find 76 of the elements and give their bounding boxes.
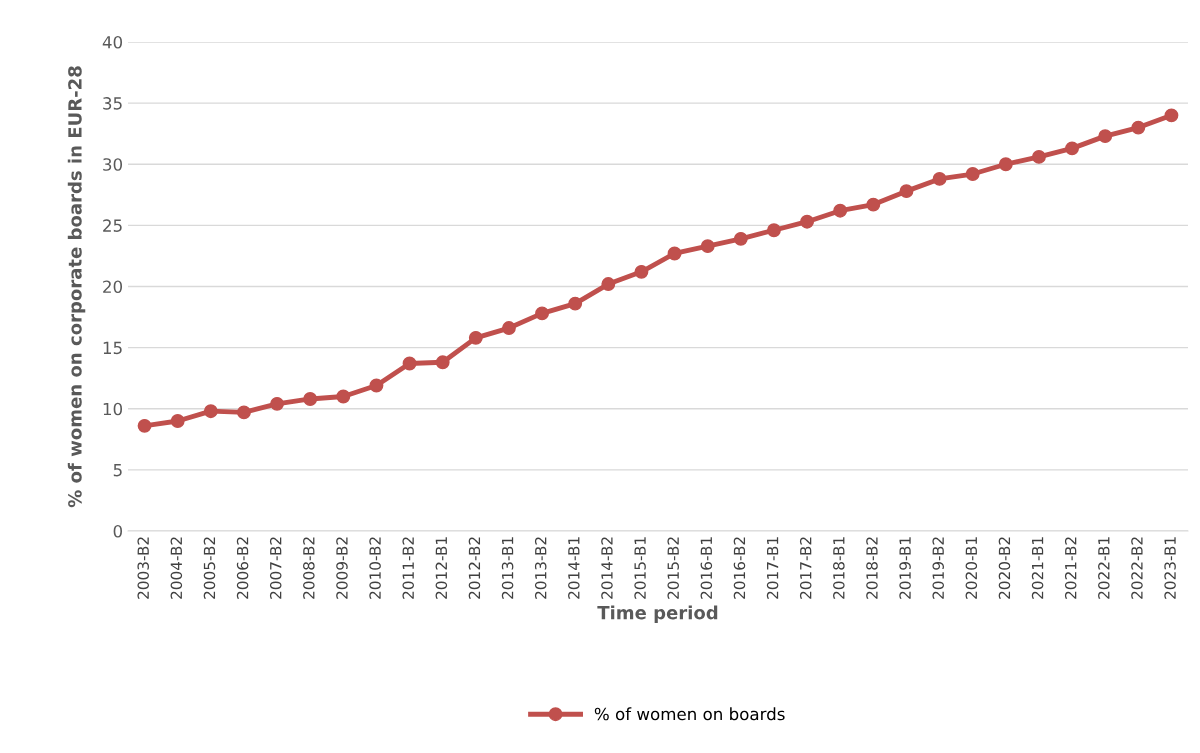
point (236, 405, 251, 420)
y-tick-label: 15 (103, 341, 122, 355)
point (1065, 141, 1080, 156)
x-tick-label: 2011-B2 (402, 537, 414, 599)
point (1164, 108, 1179, 123)
point (535, 306, 550, 321)
point (899, 184, 914, 199)
y-tick-label: 0 (113, 524, 123, 538)
y-axis-title: % of women on corporate boards in EUR-28 (67, 66, 86, 508)
x-tick-label: 2014-B1 (568, 537, 580, 599)
point (998, 157, 1013, 172)
point (833, 203, 848, 218)
x-tick-label: 2010-B2 (369, 537, 381, 599)
x-tick-label: 2008-B2 (303, 537, 315, 599)
x-tick-label: 2012-B1 (435, 537, 448, 599)
x-tick-label: 2019-B2 (932, 537, 944, 599)
x-tick-label: 2018-B2 (866, 537, 878, 599)
x-tick-label: 2012-B2 (468, 537, 481, 599)
point (1098, 129, 1113, 144)
x-tick-label: 2005-B2 (203, 537, 216, 599)
x-tick-label: 2014-B2 (601, 537, 613, 599)
point (468, 330, 483, 345)
point (700, 239, 715, 254)
x-tick-label: 2007-B2 (269, 537, 282, 599)
point (203, 404, 218, 419)
point (270, 396, 285, 411)
point (800, 214, 815, 229)
point (336, 389, 351, 404)
x-tick-label: 2021-B2 (1064, 537, 1077, 599)
x-tick-label: 2023-B1 (1164, 537, 1176, 599)
y-tick-label: 10 (103, 402, 123, 416)
point (1131, 120, 1146, 135)
point (965, 167, 980, 181)
point (932, 171, 947, 186)
x-tick-label: 2016-B1 (700, 537, 713, 599)
x-tick-label: 2018-B1 (833, 537, 845, 599)
x-tick-label: 2022-B1 (1098, 537, 1110, 599)
x-tick-label: 2017-B1 (766, 537, 779, 599)
point (568, 296, 583, 311)
point (634, 264, 649, 279)
point (402, 356, 417, 371)
point (435, 355, 450, 370)
x-axis-title: Time period (597, 605, 718, 623)
x-tick-label: 2013-B2 (534, 537, 547, 599)
y-tick-label: 35 (103, 97, 122, 110)
x-tick-label: 2019-B1 (899, 537, 911, 599)
x-tick-label: 2020-B1 (965, 537, 978, 599)
point (1031, 149, 1046, 164)
legend-label: % of women on boards (594, 707, 785, 721)
point (667, 246, 682, 261)
point (766, 223, 781, 238)
y-tick-label: 20 (103, 280, 123, 294)
point (303, 392, 318, 406)
y-tick-label: 30 (103, 158, 123, 171)
y-tick-label: 5 (113, 464, 122, 477)
x-tick-label: 2017-B2 (799, 537, 812, 599)
point (601, 277, 616, 292)
x-tick-label: 2022-B2 (1131, 537, 1143, 599)
point (866, 197, 881, 212)
x-tick-label: 2021-B1 (1031, 537, 1044, 599)
x-tick-label: 2013-B1 (501, 537, 514, 599)
x-tick-label: 2015-B2 (667, 537, 679, 599)
point (369, 378, 384, 393)
x-tick-label: 2004-B2 (170, 537, 183, 599)
x-tick-label: 2009-B2 (336, 537, 348, 599)
point (733, 231, 748, 246)
x-tick-label: 2006-B2 (236, 537, 249, 599)
point (137, 418, 152, 433)
point (501, 321, 516, 336)
point (170, 414, 185, 428)
y-tick-label: 25 (103, 219, 122, 232)
x-tick-label: 2015-B1 (634, 537, 646, 599)
y-tick-label: 40 (102, 35, 123, 49)
x-tick-label: 2003-B2 (137, 537, 149, 599)
x-tick-label: 2020-B2 (998, 537, 1011, 599)
x-tick-label: 2016-B2 (733, 537, 746, 599)
